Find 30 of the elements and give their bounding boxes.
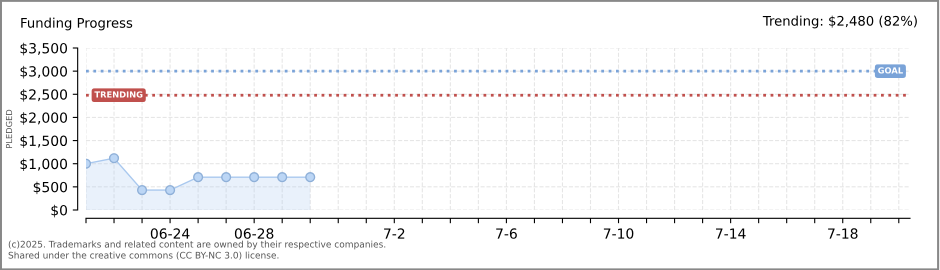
y-tick-label: $2,000: [20, 112, 68, 125]
point: [164, 185, 176, 196]
point: [108, 153, 120, 164]
text: Shared under the creative commons (CC BY-NC 3.0) license.: [8, 252, 278, 260]
ref-line-label: GOAL: [878, 67, 903, 74]
x-tick-label: 7-10: [604, 228, 634, 239]
text: (c)2025. Trademarks and related content are owned by their respective companies.: [8, 240, 386, 250]
point: [305, 172, 316, 182]
x-tick-label: 7-14: [716, 228, 746, 239]
y-tick-label: $1,500: [20, 135, 68, 148]
x-tick-label: 7-18: [828, 228, 858, 239]
point: [277, 172, 288, 182]
y-tick-label: $0: [51, 204, 68, 218]
x-tick-label: 7-2: [384, 228, 404, 239]
x-tick-label: 06-28: [234, 228, 274, 239]
y-axis-title: PLEDGED: [6, 110, 12, 148]
point: [193, 172, 204, 182]
y-tick-label: $3,000: [20, 66, 68, 78]
y-tick-label: $1,000: [20, 158, 68, 172]
x-tick-label: 06-24: [150, 228, 190, 239]
chart-title: Funding Progress: [21, 18, 132, 30]
point: [249, 172, 260, 182]
x-tick-label: 7-6: [496, 228, 517, 239]
y-tick-label: $500: [34, 182, 68, 194]
ref-line-label: TRENDING: [94, 91, 142, 98]
chart-subtitle: Trending: $2,480 (82%): [762, 16, 917, 28]
point: [136, 185, 148, 196]
y-tick-label: $2,500: [20, 89, 68, 102]
point: [221, 172, 232, 182]
y-tick-label: $3,500: [20, 42, 68, 56]
